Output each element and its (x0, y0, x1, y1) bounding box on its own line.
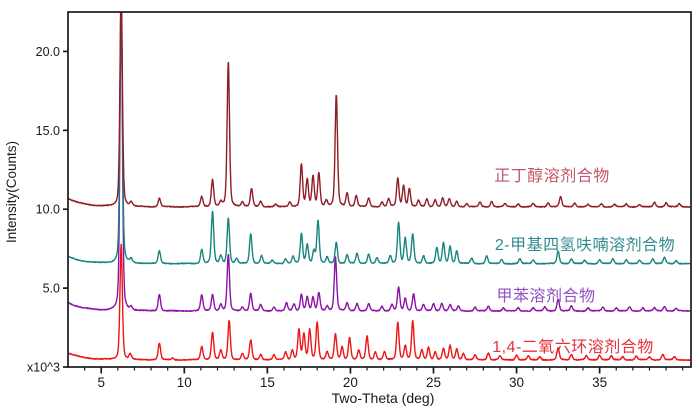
y-tick-label: 5.0 (43, 282, 60, 296)
x-tick-label: 5 (97, 375, 105, 390)
x-axis-title: Two-Theta (deg) (332, 390, 435, 406)
x-tick-label: 30 (509, 375, 524, 390)
y-tick-label: 15.0 (36, 124, 60, 138)
traces-layer (68, 12, 691, 362)
xrd-trace-3 (68, 243, 691, 362)
y-axis-title: Intensity(Counts) (4, 141, 19, 243)
x-tick-label: 35 (592, 375, 607, 390)
x-tick-label: 20 (343, 375, 358, 390)
xrd-trace-2 (68, 12, 691, 313)
xrd-trace-0 (68, 12, 691, 208)
y-tick-label: 20.0 (36, 45, 60, 59)
y-scale-label: x10^3 (27, 361, 60, 375)
y-tick-label: 10.0 (36, 203, 60, 217)
series-label-toluene-solvate: 甲苯溶剂合物 (496, 288, 596, 305)
series-label-n-butanol-solvate: 正丁醇溶剂合物 (494, 168, 610, 185)
x-tick-label: 25 (426, 375, 441, 390)
x-tick-label: 15 (260, 375, 275, 390)
axes-layer: 5 10 15 20 25 30 35 x10^3 5.0 10.0 15.0 20.0 (27, 11, 692, 390)
xrd-trace-1 (68, 12, 691, 265)
x-tick-label: 10 (177, 375, 192, 390)
series-label-2-methyl-thf-solvate: 2-甲基四氢呋喃溶剂合物 (494, 237, 676, 254)
plot-border (67, 11, 692, 368)
series-label-14-dioxane-solvate: 1,4-二氧六环溶剂合物 (492, 339, 654, 356)
